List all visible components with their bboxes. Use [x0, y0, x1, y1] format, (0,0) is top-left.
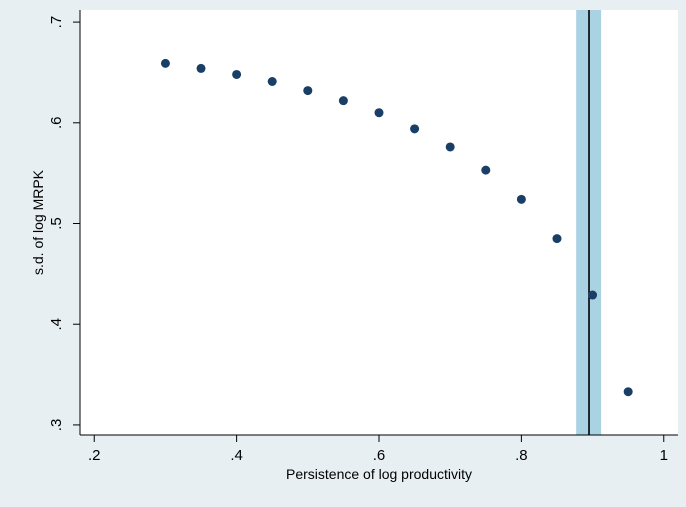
data-point — [267, 77, 277, 87]
y-tick-label: .5 — [48, 217, 65, 230]
x-axis-label: Persistence of log productivity — [286, 466, 472, 482]
data-point — [552, 234, 562, 244]
x-tick-label: .2 — [88, 447, 101, 464]
data-point — [623, 387, 633, 397]
y-tick-label: .6 — [48, 117, 65, 130]
data-point — [445, 142, 455, 152]
data-point — [232, 69, 242, 79]
data-point — [338, 96, 348, 106]
y-axis-label: s.d. of log MRPK — [30, 169, 46, 275]
x-tick-label: 1 — [660, 447, 668, 464]
data-point — [410, 124, 420, 134]
data-point — [516, 194, 526, 204]
data-points — [160, 58, 633, 397]
y-tick-label: .7 — [48, 16, 65, 29]
x-tick-label: .8 — [515, 447, 528, 464]
y-tick-label: .3 — [48, 419, 65, 432]
data-point — [374, 108, 384, 118]
x-tick-label: .6 — [373, 447, 386, 464]
x-tick-label: .4 — [230, 447, 243, 464]
data-point — [303, 86, 313, 96]
x-axis-ticks: .2 .4 .6 .8 1 — [88, 435, 668, 464]
data-point — [196, 63, 206, 73]
y-axis-ticks: .3 .4 .5 .6 .7 — [48, 16, 80, 431]
data-point — [160, 58, 170, 68]
y-tick-label: .4 — [48, 318, 65, 331]
data-point — [588, 290, 598, 300]
data-point — [481, 165, 491, 175]
